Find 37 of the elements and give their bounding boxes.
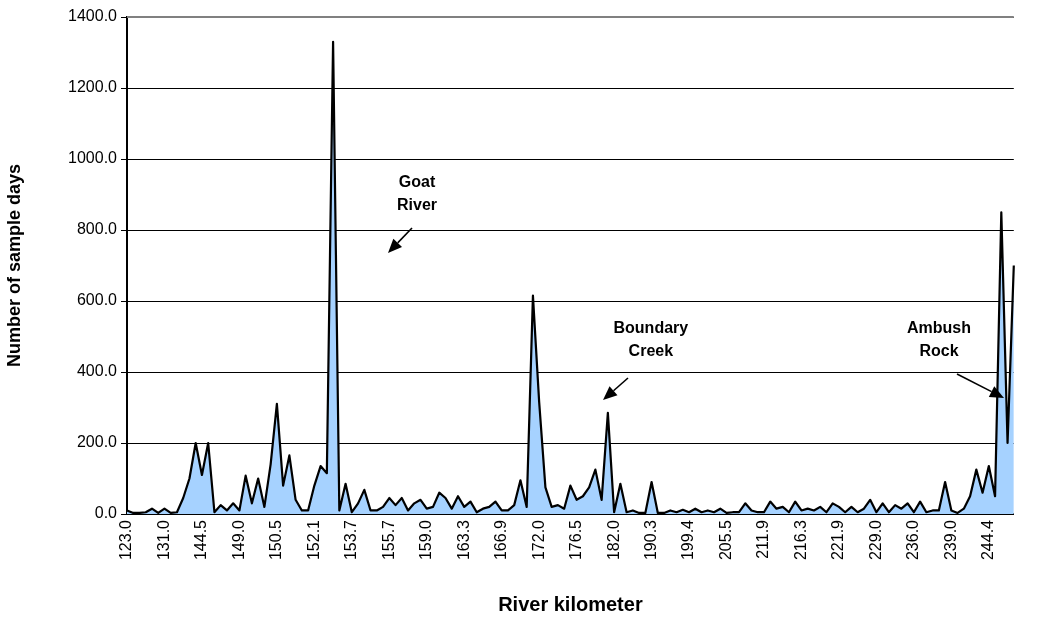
x-tick-label: 152.1 — [304, 519, 322, 561]
x-tick-label: 216.3 — [791, 519, 809, 561]
annotation: Boundary Creek — [613, 318, 689, 361]
x-tick-label: 131.0 — [154, 519, 172, 561]
y-tick-label: 200.0 — [76, 433, 118, 451]
annotation: Goat River — [397, 172, 438, 215]
x-tick-label: 176.5 — [567, 519, 585, 561]
y-tick-label: 0.0 — [94, 504, 118, 522]
x-tick-label: 159.0 — [417, 519, 435, 561]
x-tick-label: 163.3 — [454, 519, 472, 561]
x-tick-label: 153.7 — [342, 519, 360, 561]
y-tick-label: 1200.0 — [68, 78, 118, 96]
x-tick-label: 150.5 — [267, 519, 285, 561]
x-tick-label: 221.9 — [829, 519, 847, 561]
annotation: Ambush Rock — [907, 318, 971, 361]
x-tick-label: 166.9 — [492, 519, 510, 561]
x-tick-label: 149.0 — [229, 519, 247, 561]
x-tick-label: 182.0 — [604, 519, 622, 561]
y-tick-label: 400.0 — [76, 362, 118, 380]
y-tick-label: 1400.0 — [68, 7, 118, 25]
x-tick-label: 172.0 — [529, 519, 547, 561]
x-tick-label: 244.4 — [979, 519, 997, 561]
x-tick-label: 205.5 — [716, 519, 734, 561]
x-tick-label: 199.4 — [679, 519, 697, 561]
y-axis-title: Number of sample days — [3, 163, 24, 368]
x-tick-label: 155.7 — [379, 519, 397, 561]
x-axis-title: River kilometer — [498, 592, 643, 615]
y-tick-label: 1000.0 — [68, 149, 118, 167]
x-tick-label: 236.0 — [904, 519, 922, 561]
x-tick-label: 144.5 — [192, 519, 210, 561]
y-tick-label: 800.0 — [76, 220, 118, 238]
x-tick-label: 211.9 — [754, 519, 772, 559]
y-tick-label: 600.0 — [76, 291, 118, 309]
x-tick-label: 229.0 — [866, 519, 884, 561]
x-tick-label: 239.0 — [941, 519, 959, 561]
x-tick-label: 190.3 — [641, 519, 659, 561]
x-tick-label: 123.0 — [117, 519, 135, 561]
